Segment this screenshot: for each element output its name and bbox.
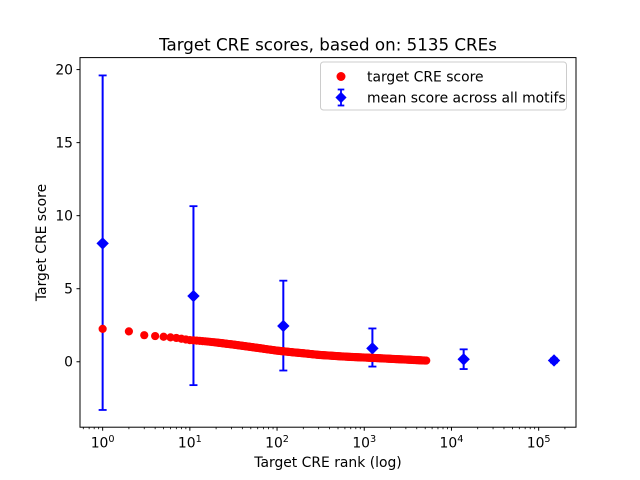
- x-axis-ticks: 100 101 102 103 104 105: [82, 427, 566, 452]
- x-tick-label: 104: [440, 434, 464, 452]
- target-score-dot: [140, 331, 149, 340]
- mean-diamond-point: [187, 289, 200, 303]
- y-tick-label: 20: [55, 62, 73, 78]
- mean-diamond-point: [547, 354, 561, 367]
- target-score-dot: [151, 331, 160, 341]
- x-axis-label: Target CRE rank (log): [253, 455, 401, 471]
- mean-diamond-point: [366, 342, 379, 355]
- legend-mean-diamond-marker: [335, 91, 347, 104]
- y-axis-ticks: 0 5 10 15 20: [55, 62, 80, 371]
- target-score-series: [98, 324, 431, 365]
- legend: target CRE score mean score across all m…: [320, 61, 567, 111]
- x-tick-label: 102: [265, 434, 289, 452]
- mean-score-series: [96, 74, 561, 411]
- y-tick-label: 5: [64, 282, 73, 298]
- mean-diamond-point: [277, 319, 290, 333]
- target-score-dot: [422, 356, 431, 365]
- legend-label-target: target CRE score: [367, 69, 484, 85]
- legend-box: [320, 61, 567, 111]
- x-tick-label: 103: [352, 434, 376, 452]
- plot-area: [79, 57, 577, 428]
- target-score-dot: [124, 327, 133, 336]
- x-tick-label: 105: [527, 434, 551, 452]
- y-axis-label: Target CRE score: [34, 184, 50, 302]
- x-tick-label: 100: [91, 434, 115, 452]
- mean-diamond-point: [457, 353, 470, 366]
- y-tick-label: 15: [55, 135, 73, 151]
- target-score-dot: [159, 332, 168, 341]
- y-tick-label: 0: [64, 355, 73, 371]
- y-tick-label: 10: [55, 208, 73, 224]
- x-tick-label: 101: [178, 434, 202, 452]
- chart-title: Target CRE scores, based on: 5135 CREs: [158, 35, 497, 55]
- legend-label-mean: mean score across all motifs: [367, 90, 566, 106]
- target-score-dot: [98, 324, 107, 333]
- legend-target-circle-marker: [336, 72, 346, 81]
- mean-diamond-point: [96, 237, 109, 250]
